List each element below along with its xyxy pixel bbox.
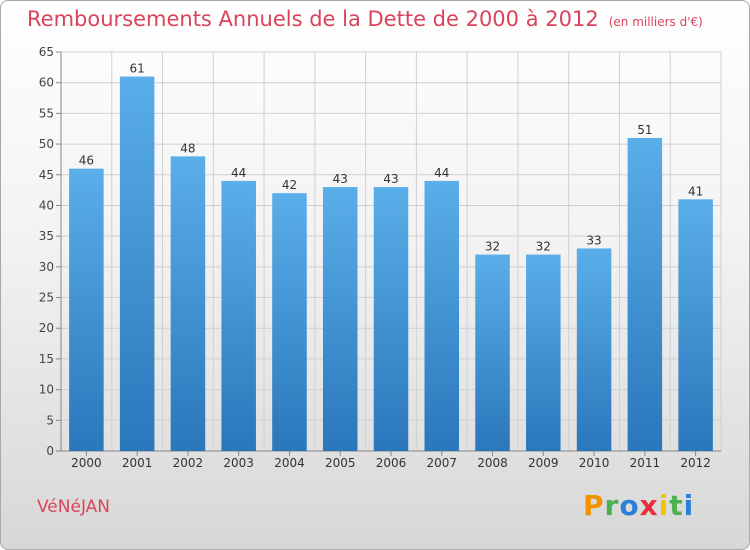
- bar: [526, 254, 561, 451]
- data-label: 44: [231, 166, 246, 180]
- data-label: 33: [586, 233, 601, 247]
- data-label: 32: [485, 240, 500, 254]
- proxiti-logo: Proxiti: [583, 489, 694, 522]
- x-tick-label: 2005: [325, 456, 356, 470]
- logo-letter: x: [639, 489, 659, 522]
- bar: [627, 137, 663, 451]
- y-tick-label: 60: [39, 76, 54, 90]
- bar: [576, 248, 612, 451]
- y-tick-label: 55: [39, 106, 54, 120]
- data-label: 44: [434, 166, 449, 180]
- bar: [475, 254, 510, 451]
- logo-letter: t: [669, 489, 684, 522]
- x-tick-label: 2010: [579, 456, 610, 470]
- bar: [221, 180, 256, 451]
- x-tick-label: 2004: [274, 456, 305, 470]
- y-tick-label: 15: [39, 352, 54, 366]
- bar: [373, 187, 409, 452]
- y-tick-label: 35: [39, 229, 54, 243]
- data-label: 32: [536, 240, 551, 254]
- data-label: 51: [637, 123, 652, 137]
- chart-subtitle: (en milliers d'€): [608, 15, 703, 29]
- bar: [119, 76, 155, 452]
- x-tick-label: 2006: [376, 456, 407, 470]
- logo-letter: o: [619, 489, 640, 522]
- y-tick-label: 40: [39, 198, 54, 212]
- y-tick-label: 20: [39, 321, 54, 335]
- bar: [678, 199, 713, 451]
- x-tick-label: 2003: [223, 456, 254, 470]
- bar: [170, 156, 206, 451]
- y-tick-label: 0: [46, 444, 54, 458]
- x-tick-label: 2002: [173, 456, 204, 470]
- y-tick-label: 50: [39, 137, 54, 151]
- bar: [322, 187, 358, 452]
- logo-letter: P: [583, 489, 605, 522]
- data-label: 61: [130, 62, 145, 76]
- chart-title: Remboursements Annuels de la Dette de 20…: [27, 7, 703, 31]
- y-tick-label: 25: [39, 291, 54, 305]
- data-label: 43: [333, 172, 348, 186]
- y-tick-label: 10: [39, 383, 54, 397]
- data-label: 46: [79, 154, 94, 168]
- y-tick-label: 65: [39, 45, 54, 59]
- title-text: Remboursements Annuels de la Dette de 20…: [27, 7, 599, 31]
- bar: [424, 180, 460, 451]
- data-label: 41: [688, 184, 703, 198]
- x-tick-label: 2007: [426, 456, 457, 470]
- x-tick-label: 2009: [528, 456, 559, 470]
- x-tick-label: 2000: [71, 456, 102, 470]
- x-tick-label: 2008: [477, 456, 508, 470]
- x-tick-label: 2012: [680, 456, 711, 470]
- y-tick-label: 45: [39, 168, 54, 182]
- y-tick-label: 5: [46, 413, 54, 427]
- data-label: 43: [383, 172, 398, 186]
- x-tick-label: 2001: [122, 456, 153, 470]
- bar: [69, 168, 104, 451]
- logo-letter: i: [658, 489, 670, 522]
- commune-name: VéNéJAN: [37, 497, 111, 517]
- data-label: 48: [180, 141, 195, 155]
- logo-letter: r: [604, 489, 620, 522]
- x-tick-label: 2011: [630, 456, 661, 470]
- logo-letter: i: [683, 489, 695, 522]
- y-tick-label: 30: [39, 260, 54, 274]
- data-label: 42: [282, 178, 297, 192]
- bar: [272, 193, 307, 451]
